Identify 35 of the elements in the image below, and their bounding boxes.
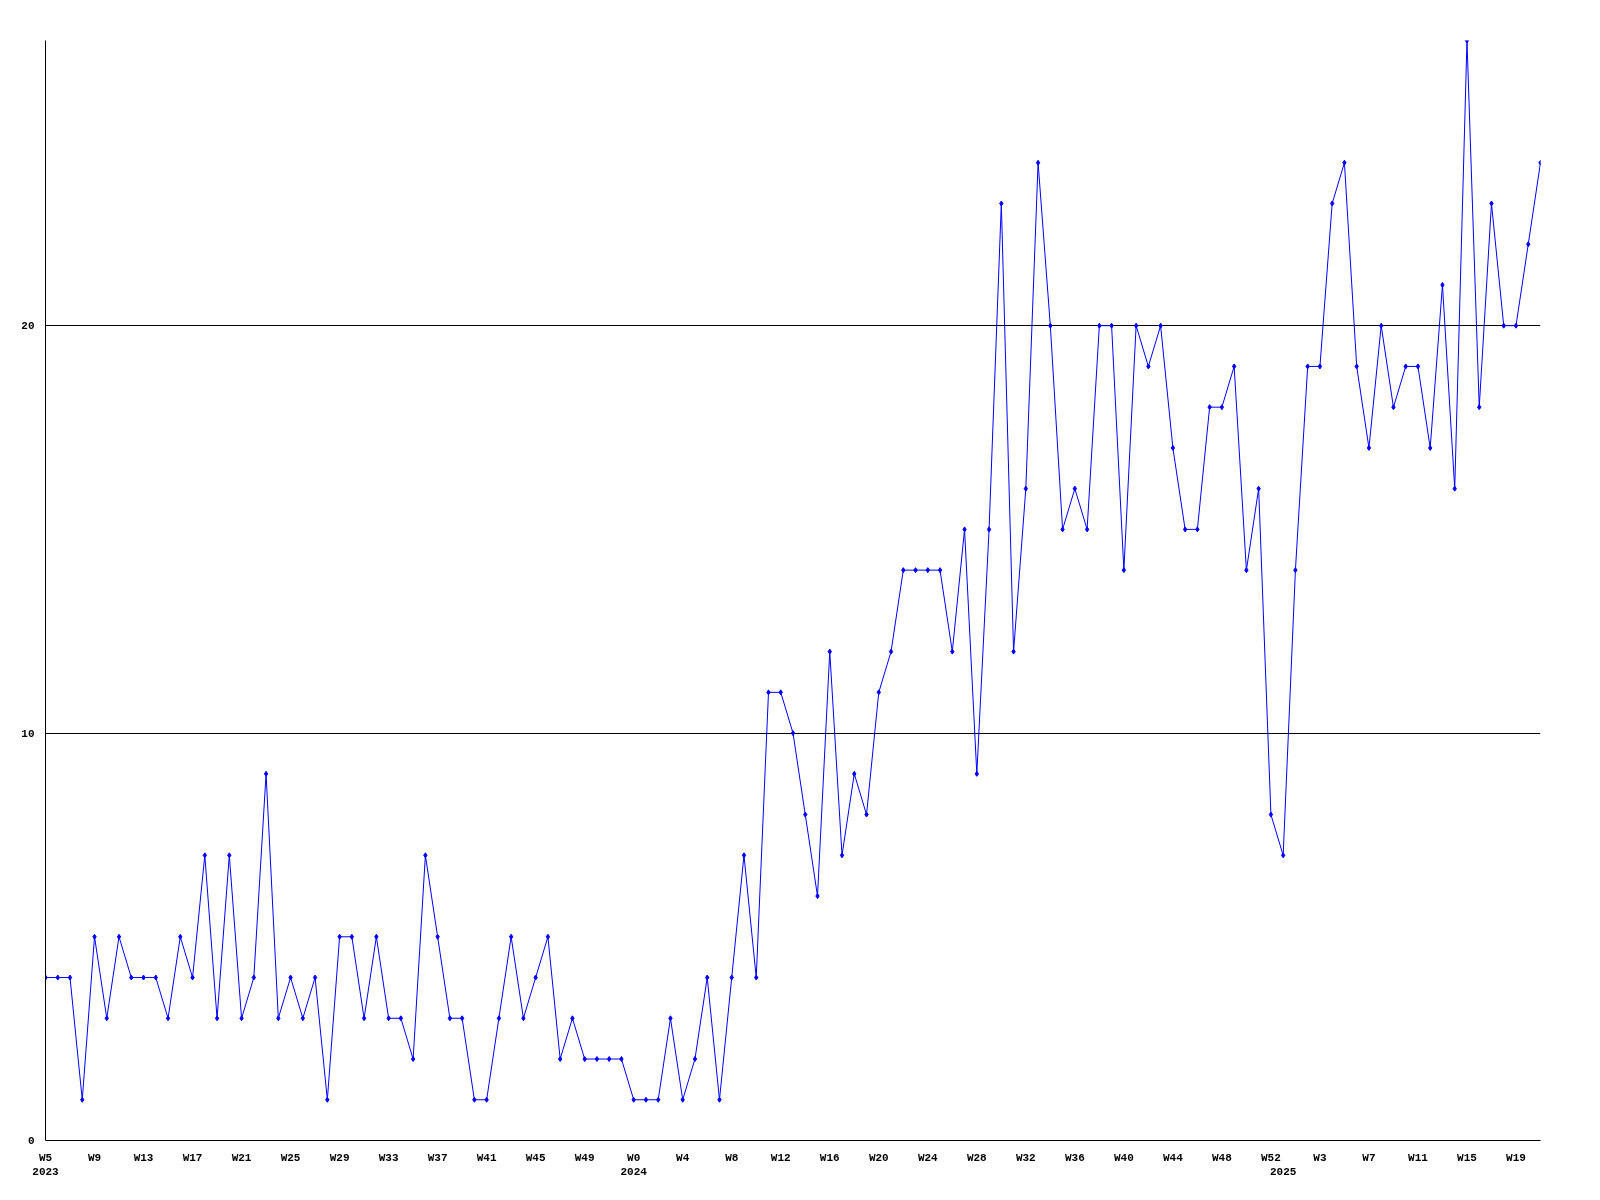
x-tick-label: W45	[525, 1151, 546, 1164]
x-tick-label: W32	[1015, 1151, 1036, 1164]
x-tick-label: W17	[182, 1151, 203, 1164]
x-tick-label: W16	[819, 1151, 840, 1164]
x-tick-label: W8	[725, 1151, 739, 1164]
x-tick-label: W0 2024	[620, 1151, 648, 1178]
x-tick-label: W29	[329, 1151, 350, 1164]
x-tick-label: W13	[133, 1151, 154, 1164]
x-tick-label: W41	[476, 1151, 497, 1164]
x-tick-label: W48	[1211, 1151, 1233, 1164]
x-tick-label: W20	[868, 1151, 889, 1164]
y-tick-label: 10	[21, 727, 35, 740]
y-tick-label: 0	[27, 1135, 35, 1147]
x-tick-label: W49	[574, 1151, 595, 1164]
x-tick-label: W24	[917, 1151, 939, 1164]
x-tick-label: W4	[676, 1151, 690, 1164]
x-tick-label: W36	[1064, 1151, 1085, 1164]
x-tick-label: W21	[231, 1151, 252, 1164]
x-tick-label: W52	[1261, 1151, 1281, 1164]
x-tick-label: W37	[427, 1151, 448, 1164]
x-tick-label: W25	[280, 1151, 301, 1164]
x-tick-label: W33	[378, 1151, 399, 1164]
x-tick-label: W12	[770, 1151, 791, 1164]
x-tick-label: W7	[1362, 1151, 1376, 1164]
x-tick-label: W40	[1113, 1151, 1134, 1164]
x-tick-label: W19	[1506, 1151, 1526, 1164]
x-tick-label: W44	[1162, 1151, 1184, 1164]
x-tick-label: W9	[87, 1151, 102, 1164]
x-tick-label: W11	[1408, 1151, 1429, 1164]
x-tick-label: W5 2023	[32, 1151, 60, 1178]
x-tick-label: 2025	[1269, 1165, 1297, 1178]
x-tick-label: W3	[1313, 1151, 1327, 1164]
x-tick-label: W28	[966, 1151, 988, 1164]
y-tick-label: 20	[21, 320, 35, 333]
x-tick-label: W15	[1457, 1151, 1478, 1164]
